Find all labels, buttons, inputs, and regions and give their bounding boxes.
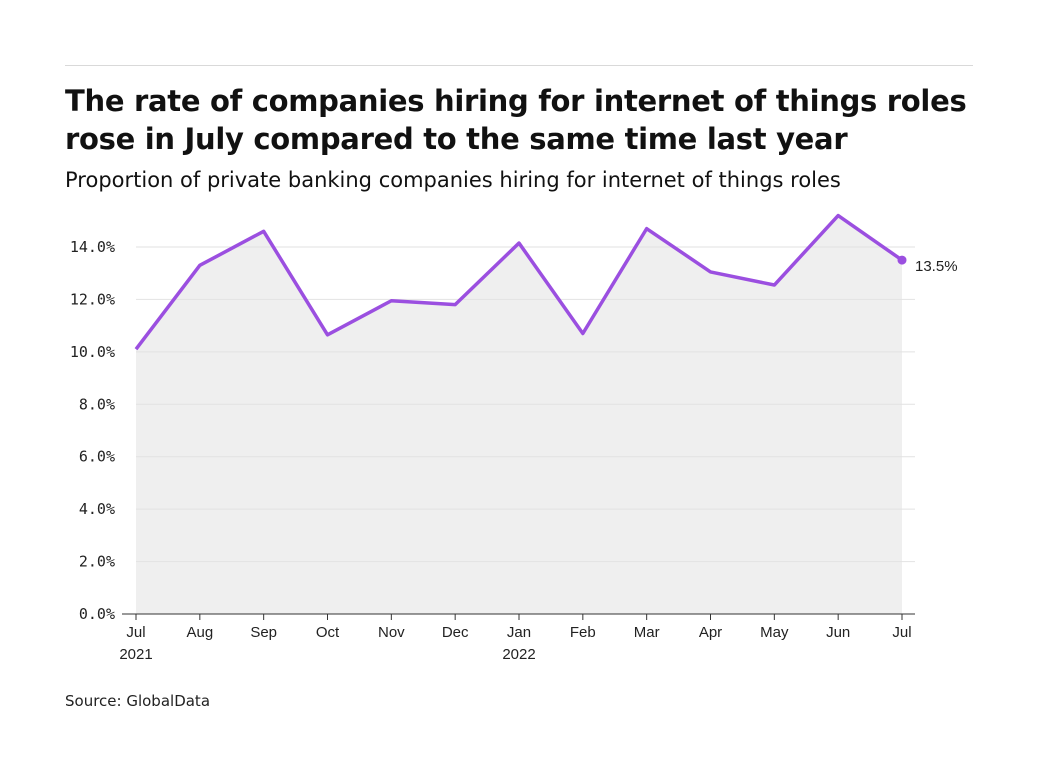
x-tick-label: Jan: [507, 624, 531, 641]
x-tick-label: Sep: [250, 624, 277, 641]
chart-title: The rate of companies hiring for interne…: [65, 84, 967, 156]
x-tick-label: Jul: [126, 624, 145, 641]
y-tick-label: 8.0%: [79, 395, 115, 413]
y-tick-label: 10.0%: [70, 343, 115, 361]
x-tick-label: Aug: [186, 624, 213, 641]
source-note: Source: GlobalData: [65, 692, 211, 710]
x-tick-label: 2022: [502, 646, 535, 663]
data-point: [897, 255, 907, 265]
y-tick-label: 2.0%: [79, 553, 115, 571]
x-tick-label: 2021: [119, 646, 152, 663]
y-tick-label: 14.0%: [70, 238, 115, 256]
top-rule: [65, 65, 973, 66]
area-fill: [136, 215, 902, 615]
y-tick-label: 12.0%: [70, 290, 115, 308]
chart-subtitle: Proportion of private banking companies …: [65, 168, 841, 192]
series-line: [134, 213, 904, 351]
x-tick-label: Jun: [826, 624, 850, 641]
x-tick-label: Mar: [634, 624, 660, 641]
end-value-label: 13.5%: [915, 258, 958, 275]
x-tick-label: Dec: [442, 624, 469, 641]
x-tick-label: May: [760, 624, 789, 641]
y-tick-label: 6.0%: [79, 448, 115, 466]
x-tick-label: Feb: [570, 624, 596, 641]
y-tick-label: 4.0%: [79, 500, 115, 518]
x-tick-label: Jul: [892, 624, 911, 641]
y-tick-label: 0.0%: [79, 605, 115, 623]
x-tick-label: Apr: [699, 624, 722, 641]
x-tick-label: Nov: [378, 624, 405, 641]
x-tick-label: Oct: [316, 624, 340, 641]
